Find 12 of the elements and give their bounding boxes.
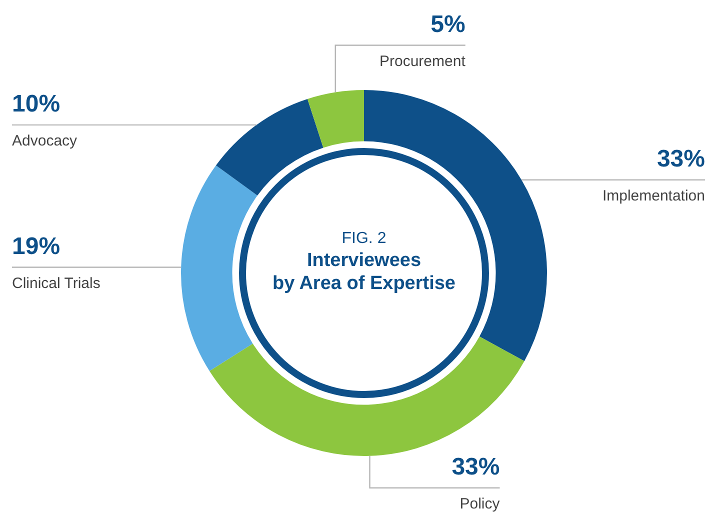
slice-label: Implementation bbox=[602, 187, 705, 204]
data-label: 5% bbox=[430, 10, 466, 38]
data-label: 33% bbox=[452, 454, 500, 481]
caption: FIG. 2 bbox=[340, 230, 388, 248]
data-label: 10% bbox=[12, 90, 60, 118]
slice-label: Policy bbox=[460, 496, 500, 513]
slice-label: Advocacy bbox=[12, 132, 78, 150]
text: Interviewees by Area of Expertise bbox=[271, 250, 457, 296]
slice-label: Procurement bbox=[379, 52, 466, 70]
data-label: 19% bbox=[12, 232, 60, 260]
data-label: 33% bbox=[656, 145, 705, 172]
slice-label: Clinical Trials bbox=[12, 274, 100, 292]
